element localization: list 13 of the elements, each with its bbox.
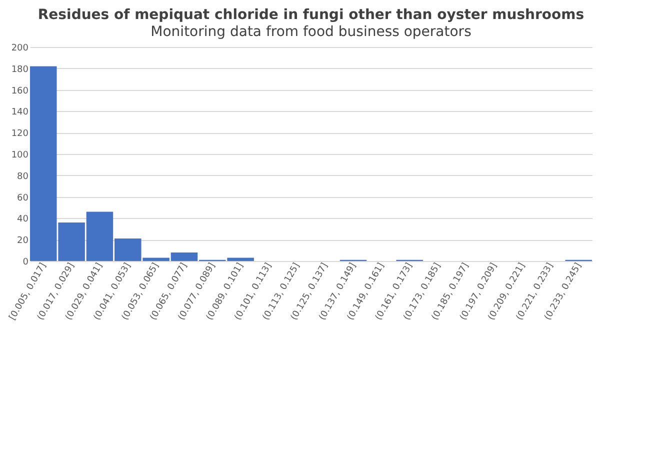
y-tick-label: 200 bbox=[11, 44, 29, 54]
y-tick-label: 80 bbox=[17, 172, 29, 182]
y-tick-label: 0 bbox=[22, 258, 29, 268]
y-tick-label: 180 bbox=[11, 64, 29, 75]
chart-subtitle: Monitoring data from food business operators bbox=[150, 24, 472, 40]
y-tick-label: 120 bbox=[11, 129, 29, 140]
y-tick-label: 160 bbox=[11, 86, 29, 96]
y-tick-label: 140 bbox=[11, 108, 29, 118]
chart-title: Residues of mepiquat chloride in fungi other than oyster mushrooms bbox=[38, 7, 584, 23]
y-tick-label: 40 bbox=[17, 214, 29, 225]
y-tick-label: 20 bbox=[17, 236, 29, 246]
y-tick-label: 60 bbox=[17, 193, 29, 204]
y-tick-label: 100 bbox=[11, 150, 29, 160]
